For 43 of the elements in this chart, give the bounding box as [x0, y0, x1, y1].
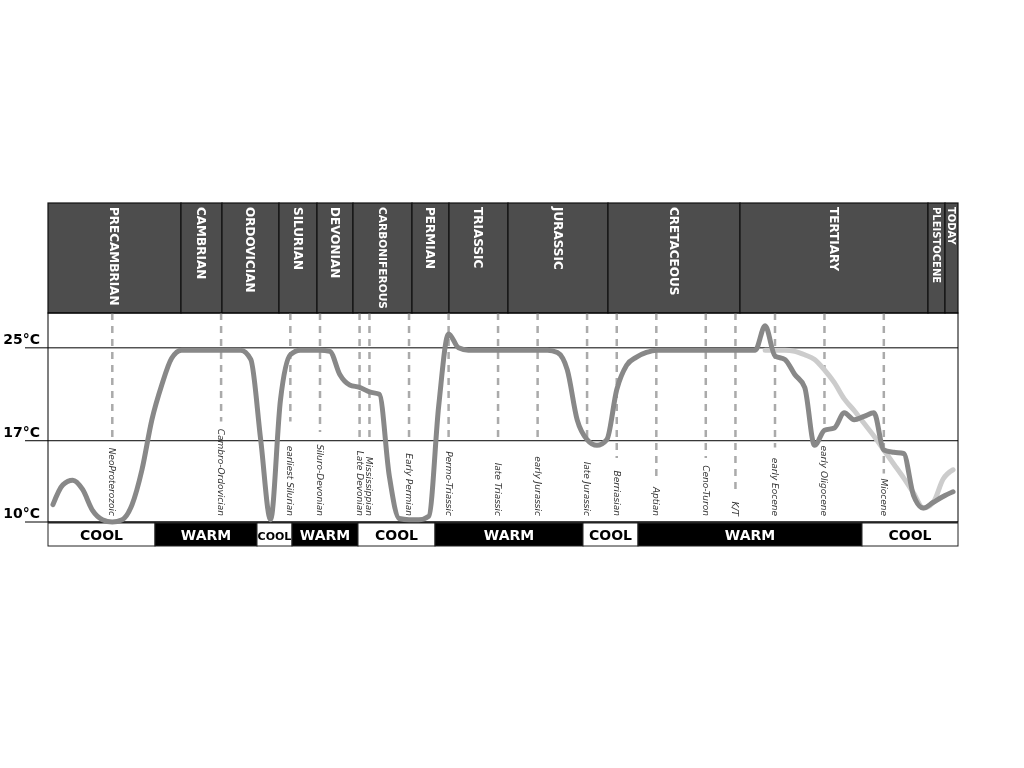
text: COOL [80, 526, 124, 543]
x-tick-label: K/T [730, 501, 741, 518]
x-tick-label: early Eocene [770, 457, 781, 517]
x-tick-label: early Oligocene [819, 445, 830, 517]
x-tick-label: Permo-Triassic [443, 451, 454, 517]
text: PRECAMBRIAN [107, 207, 122, 306]
y-tick-label: 10°C [3, 505, 40, 521]
text: TERTIARY [826, 207, 841, 272]
x-tick-label: Cambro-Ordovician [216, 428, 227, 517]
text: CRETACEOUS [666, 207, 681, 296]
text: DEVONIAN [327, 207, 342, 279]
text: TODAY [946, 207, 957, 246]
text: WARM [724, 526, 776, 543]
text: COOL [375, 526, 419, 543]
text: ORDOVICIAN [243, 207, 258, 293]
x-tick-label: late Triassic [493, 462, 504, 517]
x-tick-label: Late Devonian [354, 450, 365, 517]
text: WARM [180, 526, 232, 543]
x-tick-label: Siluro-Devonian [315, 444, 326, 517]
text: SILURIAN [290, 207, 305, 271]
text: COOL [888, 526, 932, 543]
x-tick-label: Berriasian [611, 470, 622, 517]
text: CAMBRIAN [194, 207, 209, 280]
x-tick-label: Mississippian [364, 456, 375, 517]
text: JURASSIC [550, 206, 565, 270]
x-tick-label: Ceno-Turon [700, 465, 711, 517]
text: PLEISTOCENE [931, 207, 942, 284]
x-tick-label: earliest Silurian [285, 445, 296, 517]
text: WARM [483, 526, 535, 543]
x-tick-label: early Jurassic [532, 456, 543, 517]
text: CARBONIFEROUS [376, 207, 389, 309]
x-tick-label: late Jurassic [582, 461, 593, 517]
x-tick-label: Miocene [878, 478, 889, 517]
x-tick-label: NeoProterozoic [107, 447, 118, 517]
text: TRIASSIC [471, 207, 486, 269]
x-tick-label: Aptian [651, 485, 662, 517]
y-tick-label: 25°C [3, 330, 40, 347]
x-tick-label: Early Permian [404, 453, 415, 517]
y-tick-label: 17°C [3, 423, 40, 440]
text: COOL [589, 526, 633, 543]
text: WARM [299, 526, 351, 543]
text: COOL [257, 529, 292, 543]
text: PERMIAN [423, 207, 438, 269]
